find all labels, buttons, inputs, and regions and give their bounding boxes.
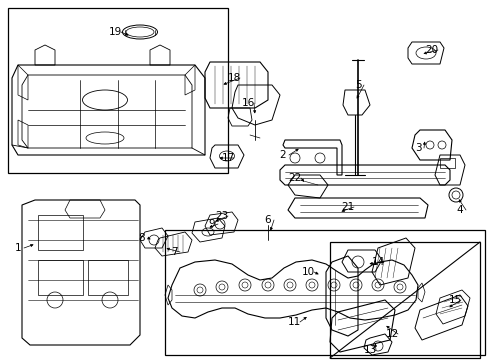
Text: 2: 2 (279, 150, 286, 160)
Text: 13: 13 (363, 345, 376, 355)
Bar (38, 215, 83, 250)
Text: 20: 20 (425, 45, 438, 55)
Text: 23: 23 (215, 211, 228, 221)
Text: 15: 15 (447, 295, 461, 305)
Text: 17: 17 (221, 153, 234, 163)
Bar (88, 260, 128, 295)
Text: 3: 3 (414, 143, 421, 153)
Bar (38, 260, 83, 295)
Text: 21: 21 (341, 202, 354, 212)
Text: 22: 22 (288, 173, 301, 183)
Text: 6: 6 (264, 215, 271, 225)
Text: 5: 5 (354, 80, 361, 90)
Text: 16: 16 (241, 98, 254, 108)
Text: 11: 11 (287, 317, 300, 327)
Text: 9: 9 (208, 219, 215, 229)
Text: 4: 4 (456, 205, 462, 215)
Text: 1: 1 (15, 243, 21, 253)
Text: 10: 10 (301, 267, 314, 277)
Text: 19: 19 (108, 27, 122, 37)
Text: 12: 12 (385, 329, 398, 339)
Text: 8: 8 (139, 233, 145, 243)
Text: 18: 18 (227, 73, 240, 83)
Bar (439, 158, 454, 168)
Text: 14: 14 (370, 257, 384, 267)
Bar (164, 230, 484, 355)
Text: 7: 7 (170, 247, 177, 257)
Bar (8, 8, 227, 173)
